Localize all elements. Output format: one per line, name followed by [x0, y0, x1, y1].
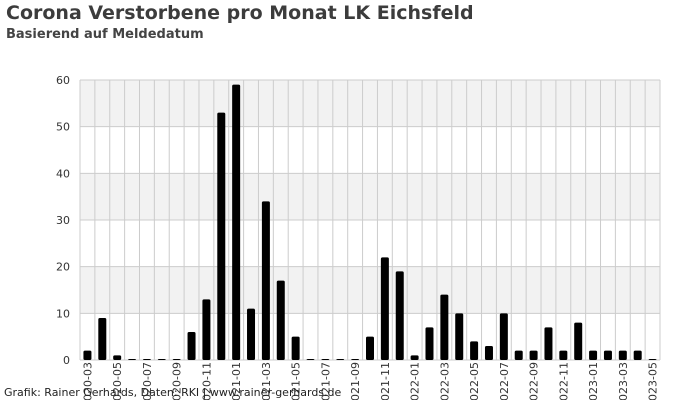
x-tick-label: 2021-05	[290, 362, 303, 400]
x-tick-label: 2021-07	[319, 362, 332, 400]
x-tick-label: 2020-07	[141, 362, 154, 400]
bar-2020-10	[187, 332, 196, 360]
bar-2020-12	[217, 112, 226, 361]
bar-2021-11	[380, 257, 389, 360]
bar-2021-03	[261, 201, 270, 360]
bar-2020-08	[157, 359, 166, 360]
bar-2022-07	[499, 313, 508, 360]
bar-2020-07	[142, 359, 151, 360]
grid-band	[80, 80, 660, 127]
x-tick-label: 2022-11	[557, 362, 570, 400]
bar-2022-10	[544, 327, 553, 360]
bar-2022-12	[574, 322, 583, 360]
bar-2022-03	[440, 294, 449, 360]
bar-2023-03	[618, 350, 627, 360]
bar-2021-12	[395, 271, 404, 360]
bar-2023-04	[633, 350, 642, 360]
x-tick-label: 2023-01	[587, 362, 600, 400]
x-axis-ticks: 2020-03 2020-05 2020-07 2020-09 2020-11 2021-…	[81, 362, 659, 400]
x-tick-label: 2022-03	[438, 362, 451, 400]
grid-band	[80, 266, 660, 314]
bars	[83, 84, 657, 361]
bar-2021-02	[247, 308, 256, 360]
grid-band	[80, 173, 660, 220]
x-tick-label: 2020-11	[200, 362, 213, 400]
bar-2022-09	[529, 350, 538, 360]
gridlines	[79, 79, 661, 361]
y-tick-label: 0	[63, 354, 70, 367]
y-tick-label: 20	[56, 261, 70, 274]
bar-2022-06	[484, 346, 493, 360]
bar-2021-04	[276, 280, 285, 360]
bar-2021-08	[336, 359, 345, 360]
x-tick-label: 2021-11	[379, 362, 392, 400]
bar-2022-11	[559, 350, 568, 360]
bar-2020-05	[113, 355, 122, 360]
chart-subtitle: Basierend auf Meldedatum	[6, 27, 204, 42]
x-tick-label: 2022-09	[528, 362, 541, 400]
bar-2021-01	[232, 84, 241, 361]
bar-2022-08	[514, 350, 523, 360]
y-axis-ticks: 0 10 20 30 40 50 60	[56, 74, 70, 367]
x-tick-label: 2020-03	[81, 362, 94, 400]
bar-2020-11	[202, 299, 211, 360]
x-tick-label: 2021-03	[260, 362, 273, 400]
bar-2023-05	[648, 359, 657, 360]
bar-2020-09	[172, 359, 181, 360]
bar-2020-06	[128, 359, 137, 360]
background-bands	[80, 80, 660, 314]
bar-2023-01	[589, 350, 598, 360]
bar-2021-10	[366, 336, 374, 360]
bar-2021-06	[306, 359, 315, 360]
x-tick-label: 2020-05	[111, 362, 124, 400]
x-tick-label: 2022-05	[468, 362, 481, 400]
bar-2021-07	[321, 359, 330, 360]
y-tick-label: 60	[56, 74, 70, 87]
bar-2021-09	[351, 359, 360, 360]
source-credit: Grafik: Rainer Gerhards, Daten: RKI | ww…	[4, 386, 342, 399]
x-tick-label: 2022-07	[498, 362, 511, 400]
y-tick-label: 10	[56, 307, 70, 320]
bar-2021-05	[291, 336, 300, 360]
bar-2022-04	[455, 313, 464, 360]
x-tick-label: 2023-05	[647, 362, 660, 400]
y-tick-label: 40	[56, 167, 70, 180]
y-tick-label: 50	[56, 121, 70, 134]
y-tick-label: 30	[56, 214, 70, 227]
bar-2023-02	[603, 350, 612, 360]
x-tick-label: 2022-01	[409, 362, 422, 400]
chart-title: Corona Verstorbene pro Monat LK Eichsfel…	[6, 2, 474, 24]
bar-2020-03	[83, 350, 92, 360]
bar-2022-02	[425, 327, 434, 360]
bar-2022-01	[410, 355, 419, 360]
bar-2022-05	[470, 341, 479, 360]
x-tick-label: 2021-09	[349, 362, 362, 400]
x-tick-label: 2021-01	[230, 362, 243, 400]
x-tick-label: 2023-03	[617, 362, 630, 400]
bar-2020-04	[98, 318, 107, 360]
x-tick-label: 2020-09	[171, 362, 184, 400]
